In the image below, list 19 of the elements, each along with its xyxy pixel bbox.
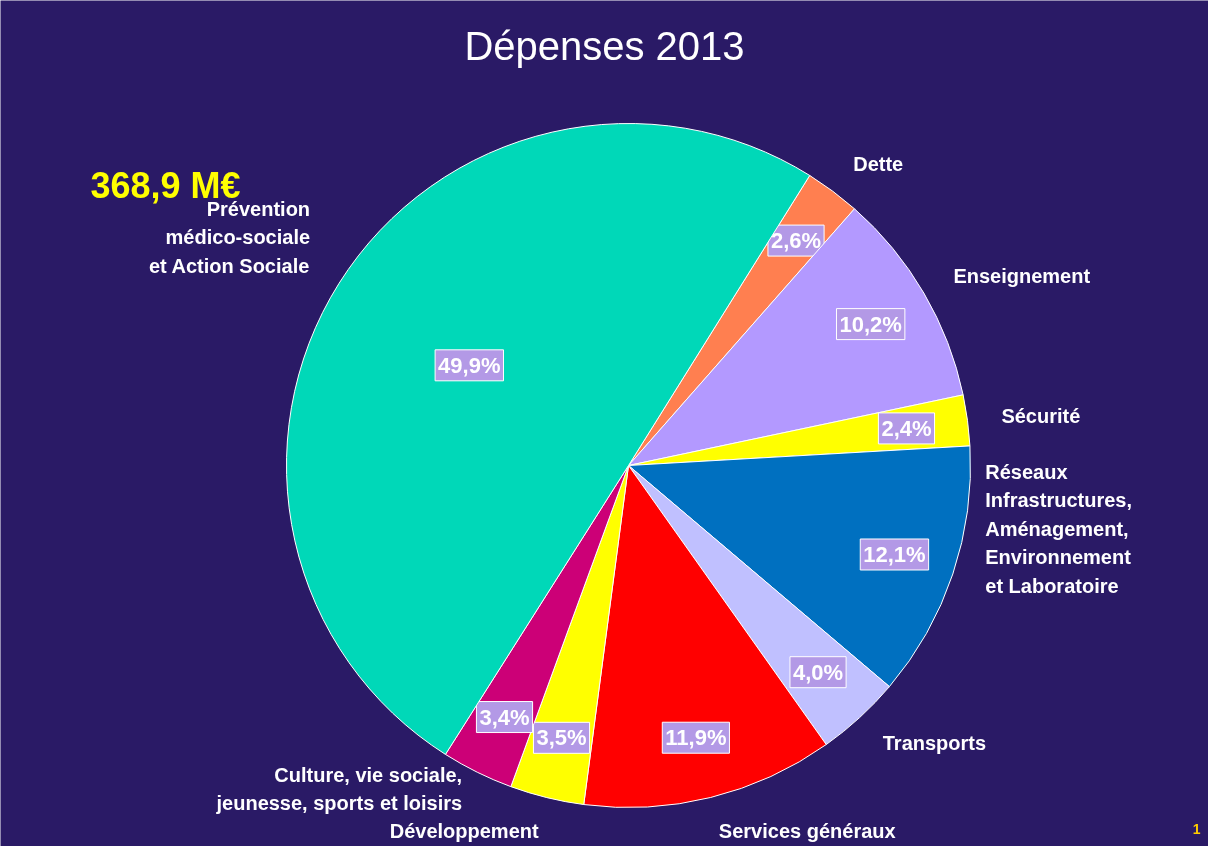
slice-label: Dette bbox=[853, 152, 904, 175]
data-label: 2,4% bbox=[881, 415, 932, 441]
data-label: 10,2% bbox=[839, 311, 902, 337]
data-label: 12,1% bbox=[863, 541, 926, 567]
data-label: 49,9% bbox=[438, 352, 501, 378]
data-label: 3,5% bbox=[536, 725, 587, 751]
text: 1 bbox=[1192, 820, 1201, 837]
slice-label: Enseignement bbox=[953, 264, 1091, 287]
slice-label: Transports bbox=[882, 731, 987, 754]
slice-label: Culture, vie sociale, jeunesse, sports et loisirs bbox=[215, 763, 463, 815]
data-label: 4,0% bbox=[792, 659, 844, 685]
slice-label: Services généraux bbox=[718, 819, 896, 842]
slice-label: Sécurité bbox=[1001, 404, 1081, 427]
chart-title: Dépenses 2013 bbox=[464, 23, 745, 68]
slice-label: Développement bbox=[389, 819, 539, 842]
data-label: 11,9% bbox=[665, 725, 727, 751]
data-label: 3,4% bbox=[479, 704, 530, 730]
slice-label: Réseaux Infrastructures, Aménagement, Environnement et Laboratoire bbox=[985, 460, 1132, 598]
data-label: 2,6% bbox=[770, 228, 822, 254]
